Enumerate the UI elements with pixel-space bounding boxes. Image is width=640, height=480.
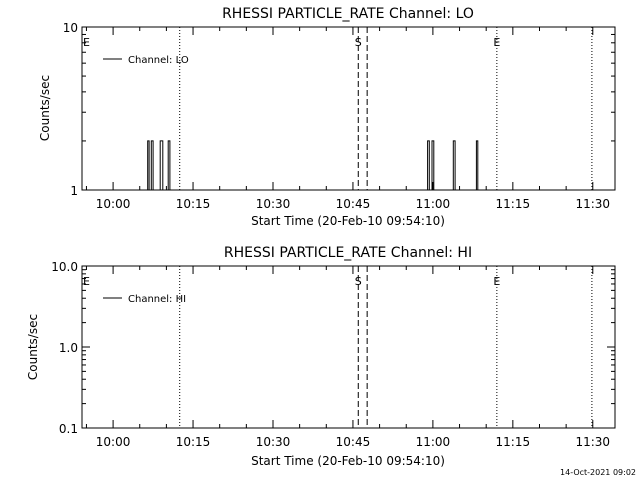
y-tick-label: 10.0 — [51, 260, 78, 274]
chart-title: RHESSI PARTICLE_RATE Channel: HI — [224, 245, 472, 261]
x-tick-label: 10:15 — [176, 435, 211, 449]
plot-border — [81, 265, 616, 429]
x-axis-label: Start Time (20-Feb-10 09:54:10) — [251, 214, 445, 228]
event-marker-label: S — [355, 36, 362, 49]
y-tick-label: 1 — [70, 184, 78, 198]
x-tick-label: 10:00 — [96, 197, 131, 211]
plot-frame: 10:00 10:15 10:30 10:45 11:00 11:15 11:30 1 10 E S… — [63, 21, 616, 211]
x-tick-label: 10:15 — [176, 197, 211, 211]
event-marker-label: E — [493, 36, 500, 49]
y-tick-label: 0.1 — [59, 422, 78, 436]
x-tick-label: 11:00 — [416, 197, 451, 211]
y-tick-label: 10 — [63, 21, 78, 35]
event-marker-label: E — [493, 275, 500, 288]
x-tick-label: 11:30 — [575, 435, 610, 449]
y-tick-label: 1.0 — [59, 341, 78, 355]
x-tick-label: 10:45 — [336, 435, 371, 449]
plot-frame: 10:00 10:15 10:30 10:45 11:00 11:15 11:30 0.1 1.… — [51, 260, 616, 449]
event-marker-label: E — [83, 36, 90, 49]
event-marker-label: S — [355, 275, 362, 288]
x-tick-label: 10:30 — [256, 435, 291, 449]
x-tick-label: 11:15 — [496, 197, 531, 211]
chart-panel-hi: RHESSI PARTICLE_RATE Channel: HI Counts/… — [26, 245, 616, 468]
legend-entry: Channel: LO — [128, 55, 189, 66]
event-marker-label: E — [83, 275, 90, 288]
y-axis-label: Counts/sec — [38, 75, 52, 141]
x-axis-label: Start Time (20-Feb-10 09:54:10) — [251, 454, 445, 468]
x-tick-label: 10:45 — [336, 197, 371, 211]
legend: Channel: LO — [103, 55, 189, 66]
x-tick-label: 11:30 — [575, 197, 610, 211]
x-tick-label: 11:15 — [496, 435, 531, 449]
x-tick-label: 10:30 — [256, 197, 291, 211]
y-axis-label: Counts/sec — [26, 314, 40, 380]
x-tick-label: 11:00 — [416, 435, 451, 449]
series-line — [147, 140, 479, 191]
chart-title: RHESSI PARTICLE_RATE Channel: LO — [222, 6, 474, 22]
timestamp-footer: 14-Oct-2021 09:02 — [560, 468, 636, 477]
legend: Channel: HI — [103, 294, 186, 305]
legend-entry: Channel: HI — [128, 294, 186, 305]
chart-panel-lo: RHESSI PARTICLE_RATE Channel: LO Counts/… — [38, 6, 616, 228]
plot-border — [81, 26, 616, 191]
x-tick-label: 10:00 — [96, 435, 131, 449]
